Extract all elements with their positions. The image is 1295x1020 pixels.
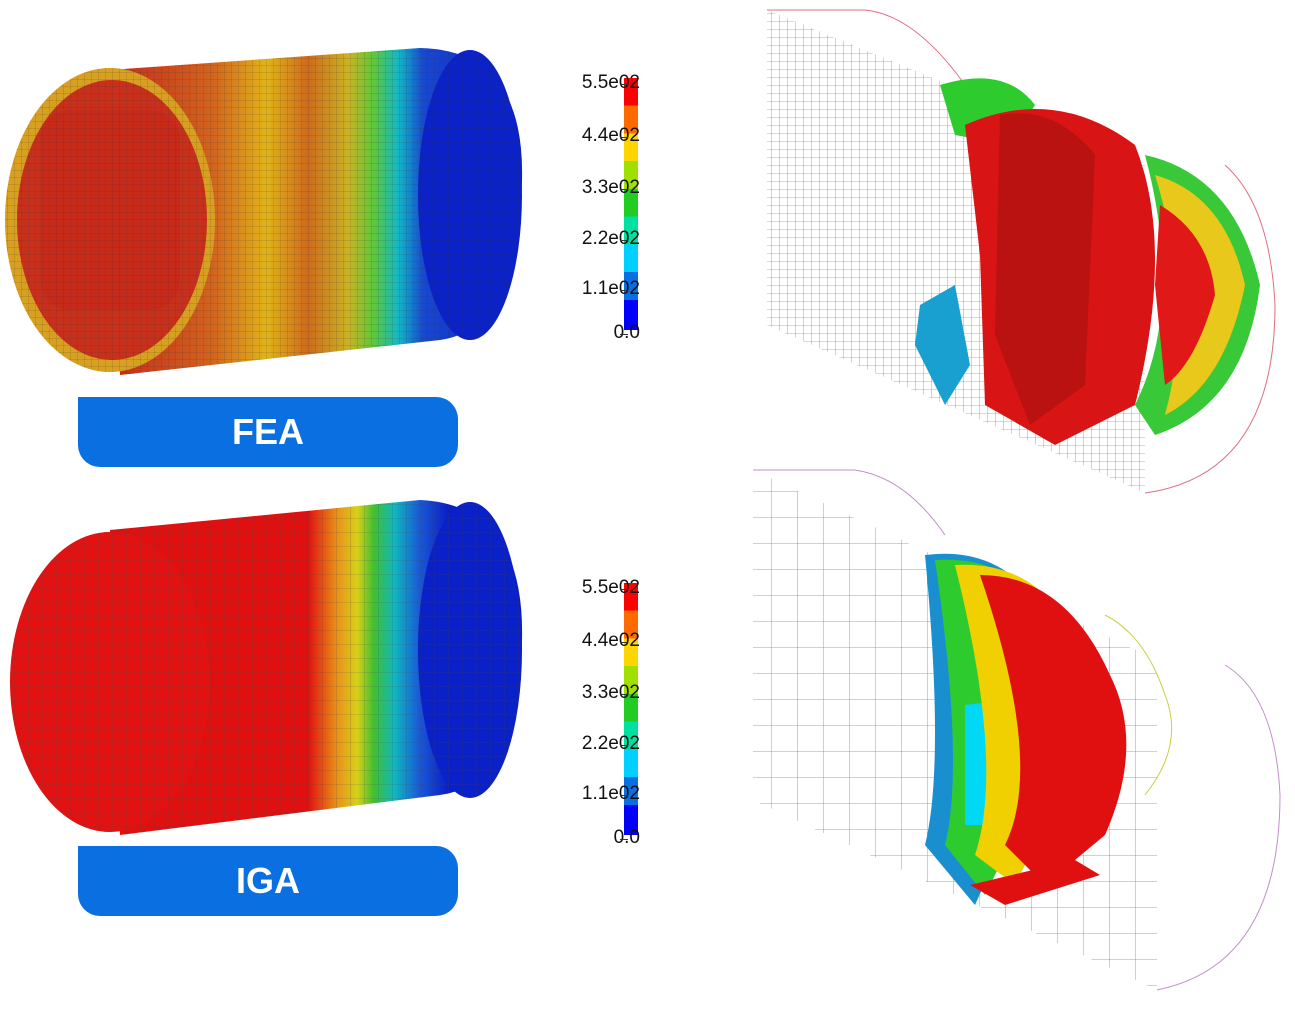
scale-tick-mark [620,694,628,695]
scale-tick: 2.2e02 [581,228,640,249]
fea-cutaway-plot [767,9,1276,494]
scale-tick: 5.5e02 [581,577,640,598]
scale-tick-mark [620,189,628,190]
scale-tick-mark [620,290,628,291]
scale-tick: 0.0 [613,827,640,848]
scale-tick: 1.1e02 [581,278,640,299]
iga-cutaway-plot [753,469,1281,991]
scale-tick-mark [620,642,628,643]
scale-tick: 5.5e02 [581,72,640,93]
color-bar [624,78,638,330]
iga-label-badge: IGA [78,846,458,916]
scale-tick: 0.0 [613,322,640,343]
iga-label: IGA [235,860,300,901]
fea-label: FEA [232,411,304,452]
fea-label-badge: FEA [78,397,458,467]
scale-tick-mark [620,745,628,746]
scale-tick: 3.3e02 [581,177,640,198]
fea-color-scale: 5.5e02 4.4e02 3.3e02 2.2e02 1.1e02 0.0 [542,70,662,350]
iso-surface-cyan [915,285,970,405]
scale-tick: 4.4e02 [581,630,640,651]
iso-surface-red [980,575,1127,885]
color-bar [624,583,638,835]
scale-tick-mark [620,137,628,138]
iga-color-scale: 5.5e02 4.4e02 3.3e02 2.2e02 1.1e02 0.0 [542,575,662,855]
scale-tick-mark [620,334,628,335]
scale-tick-mark [620,795,628,796]
scale-tick: 2.2e02 [581,733,640,754]
iga-cylinder-plot [10,500,523,835]
fea-cylinder-plot [5,48,523,375]
scale-tick: 3.3e02 [581,682,640,703]
scale-tick: 1.1e02 [581,783,640,804]
scale-tick: 4.4e02 [581,125,640,146]
scale-tick-mark [620,589,628,590]
scale-tick-mark [620,240,628,241]
scale-tick-mark [620,839,628,840]
scale-tick-mark [620,84,628,85]
